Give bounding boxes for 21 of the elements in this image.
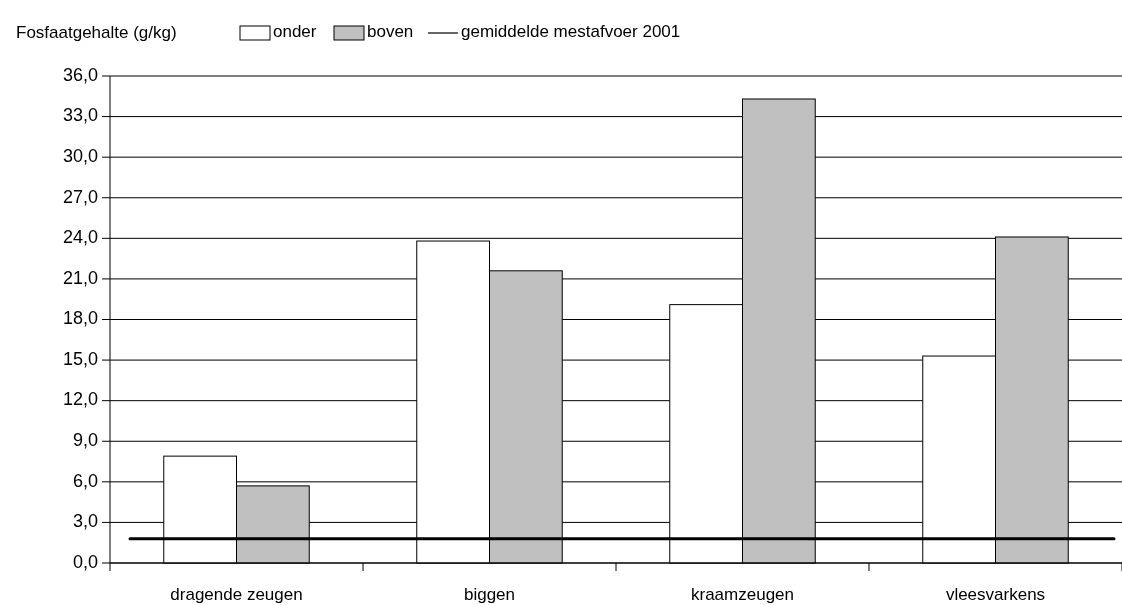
y-tick-label: 15,0	[62, 348, 98, 369]
legend-label: onder	[273, 22, 317, 42]
x-tick-label: vleesvarkens	[945, 585, 1046, 604]
y-tick-label: 3,0	[72, 511, 98, 532]
x-tick-label: kraamzeugen	[690, 585, 795, 604]
y-tick-label: 30,0	[62, 145, 98, 166]
y-tick-label: 9,0	[72, 430, 98, 450]
y-tick-label: 21,0	[62, 267, 98, 288]
x-tick-label: dragende zeugen	[170, 585, 303, 604]
legend-label: boven	[367, 22, 414, 42]
y-axis-title: Fosfaatgehalte (g/kg)	[16, 23, 177, 43]
y-tick-label: 36,0	[62, 64, 98, 85]
y-tick-label: 24,0	[62, 227, 98, 248]
y-tick-label: 12,0	[62, 389, 98, 410]
y-tick-label: 27,0	[62, 186, 98, 207]
x-tick-label: biggen	[463, 585, 516, 604]
y-tick-label: 6,0	[72, 470, 98, 491]
legend-label: gemiddelde mestafvoer 2001	[461, 22, 681, 42]
y-tick-label: 33,0	[62, 105, 98, 126]
y-tick-label: 18,0	[62, 308, 98, 329]
y-tick-label: 0,0	[72, 551, 98, 572]
